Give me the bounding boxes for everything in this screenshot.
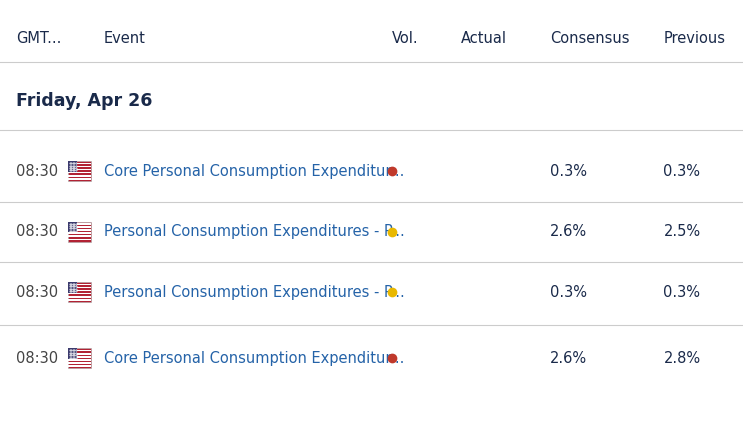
FancyBboxPatch shape (68, 356, 91, 358)
FancyBboxPatch shape (68, 284, 91, 285)
FancyBboxPatch shape (68, 175, 91, 177)
FancyBboxPatch shape (68, 169, 91, 170)
FancyBboxPatch shape (68, 349, 77, 359)
FancyBboxPatch shape (68, 223, 91, 224)
FancyBboxPatch shape (68, 161, 91, 181)
FancyBboxPatch shape (68, 222, 77, 233)
FancyBboxPatch shape (68, 236, 91, 237)
Text: Personal Consumption Expenditures - P...: Personal Consumption Expenditures - P... (104, 224, 405, 239)
Text: 0.3%: 0.3% (663, 284, 701, 300)
FancyBboxPatch shape (68, 299, 91, 301)
Text: Core Personal Consumption Expenditur...: Core Personal Consumption Expenditur... (104, 164, 404, 179)
Text: 08:30: 08:30 (16, 351, 59, 366)
Text: Vol.: Vol. (392, 30, 419, 46)
Text: Core Personal Consumption Expenditur...: Core Personal Consumption Expenditur... (104, 351, 404, 366)
FancyBboxPatch shape (68, 229, 91, 231)
FancyBboxPatch shape (68, 239, 91, 240)
FancyBboxPatch shape (68, 290, 91, 291)
Text: Consensus: Consensus (550, 30, 629, 46)
Text: 2.8%: 2.8% (663, 351, 701, 366)
FancyBboxPatch shape (68, 287, 91, 288)
FancyBboxPatch shape (68, 282, 91, 302)
Text: 2.6%: 2.6% (550, 351, 587, 366)
Text: 0.3%: 0.3% (550, 164, 587, 179)
Text: 08:30: 08:30 (16, 224, 59, 239)
FancyBboxPatch shape (68, 178, 91, 180)
FancyBboxPatch shape (68, 282, 77, 293)
FancyBboxPatch shape (68, 366, 91, 367)
FancyBboxPatch shape (68, 172, 91, 173)
Text: Actual: Actual (461, 30, 507, 46)
FancyBboxPatch shape (68, 233, 91, 234)
FancyBboxPatch shape (68, 226, 91, 228)
FancyBboxPatch shape (68, 166, 91, 167)
FancyBboxPatch shape (68, 350, 91, 351)
Text: Previous: Previous (663, 30, 725, 46)
Text: Event: Event (104, 30, 146, 46)
Text: Friday, Apr 26: Friday, Apr 26 (16, 92, 153, 110)
Text: Personal Consumption Expenditures - P...: Personal Consumption Expenditures - P... (104, 284, 405, 300)
FancyBboxPatch shape (68, 349, 91, 368)
Text: 2.6%: 2.6% (550, 224, 587, 239)
Text: 08:30: 08:30 (16, 284, 59, 300)
FancyBboxPatch shape (68, 293, 91, 294)
FancyBboxPatch shape (68, 161, 77, 172)
FancyBboxPatch shape (68, 163, 91, 164)
FancyBboxPatch shape (68, 362, 91, 364)
FancyBboxPatch shape (68, 222, 91, 242)
Text: 0.3%: 0.3% (550, 284, 587, 300)
FancyBboxPatch shape (68, 353, 91, 354)
Text: 0.3%: 0.3% (663, 164, 701, 179)
FancyBboxPatch shape (68, 296, 91, 297)
Text: 08:30: 08:30 (16, 164, 59, 179)
Text: 2.5%: 2.5% (663, 224, 701, 239)
Text: GMT...: GMT... (16, 30, 62, 46)
FancyBboxPatch shape (68, 359, 91, 361)
